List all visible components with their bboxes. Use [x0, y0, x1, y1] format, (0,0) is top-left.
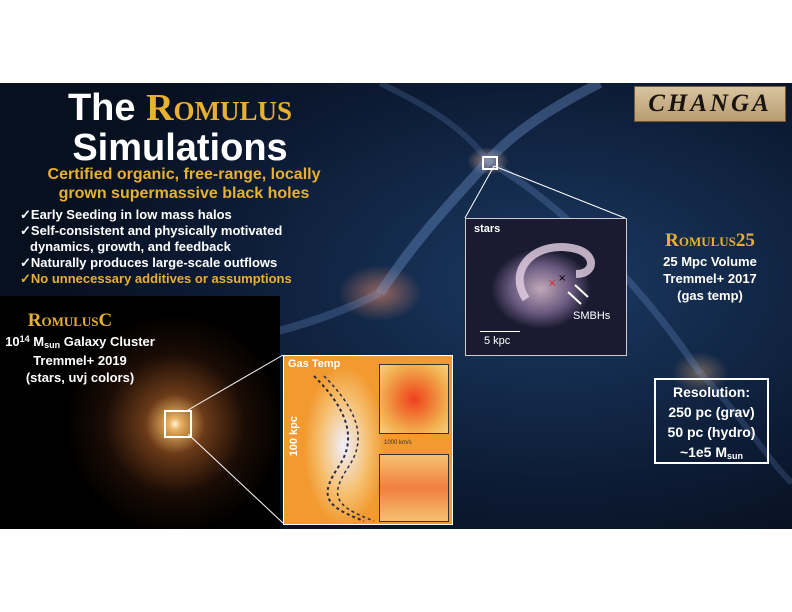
resolution-mass-prefix: ~1e5 M: [679, 444, 728, 460]
feature-item: dynamics, growth, and feedback: [30, 239, 231, 254]
romulusc-note: (stars, uvj colors): [25, 370, 135, 385]
romulusc-mass-base: 10: [5, 334, 20, 349]
subtitle-line: grown supermassive black holes: [58, 185, 310, 202]
gas-temp-title: Gas Temp: [288, 358, 341, 370]
smbh-label: SMBHs: [573, 310, 611, 322]
romulus25-ref: Tremmel+ 2017: [663, 271, 757, 286]
gas-inset-top: [379, 364, 449, 434]
resolution-header: Resolution:: [673, 384, 750, 400]
gas-velocity-arrows: [313, 375, 375, 522]
stars-panel: × × stars SMBHs 5 kpc: [465, 218, 627, 356]
gas-inset-bottom: [379, 454, 449, 522]
resolution-box: Resolution: 250 pc (grav) 50 pc (hydro) …: [654, 378, 769, 464]
feature-item: ✓Naturally produces large-scale outflows: [20, 255, 278, 270]
subtitle: Certified organic, free-range, locally g…: [14, 165, 354, 203]
resolution-mass-sub: sun: [727, 451, 744, 461]
romulusc-description: 1014 Msun Galaxy Cluster Tremmel+ 2019 (…: [0, 333, 160, 386]
subtitle-line: Certified organic, free-range, locally: [47, 166, 321, 183]
feature-item: ✓No unnecessary additives or assumptions: [20, 271, 292, 286]
title-the: The: [67, 87, 136, 129]
galaxy-image: × ×: [515, 243, 595, 305]
resolution-mass: ~1e5 Msun: [656, 442, 767, 464]
changa-logo-text: CHANGA: [648, 90, 772, 117]
gas-scale-label: 100 kpc: [288, 416, 300, 457]
feature-item: ✓Early Seeding in low mass halos: [20, 207, 232, 222]
resolution-hydro: 50 pc (hydro): [667, 424, 756, 440]
changa-logo: CHANGA: [634, 86, 786, 122]
title-romulus: Romulus: [146, 87, 293, 129]
slide-title: The Romulus Simulations: [30, 88, 330, 168]
velocity-scale-label: 1000 km/s: [384, 440, 412, 446]
stars-label: stars: [474, 223, 501, 235]
romulusc-mass-symbol: M: [33, 334, 45, 349]
romulus25-volume: 25 Mpc Volume: [663, 254, 757, 269]
romulusc-mass-sub: sun: [44, 340, 61, 350]
feature-list: ✓Early Seeding in low mass halos ✓Self-c…: [20, 207, 350, 287]
resolution-grav: 250 pc (grav): [668, 404, 755, 420]
gas-temp-panel: Gas Temp 100 kpc 1000 km/s: [283, 355, 453, 525]
title-simulations: Simulations: [72, 127, 288, 169]
scale-bar: [480, 331, 520, 332]
romulusc-mass-rest: Galaxy Cluster: [60, 334, 155, 349]
romulusc-title: RomulusC: [27, 310, 113, 331]
feature-item: ✓Self-consistent and physically motivate…: [20, 223, 283, 238]
volume-zoom-box: [482, 156, 498, 170]
cluster-zoom-box: [164, 410, 192, 438]
svg-text:×: ×: [548, 278, 556, 289]
romulus25-note: (gas temp): [677, 288, 743, 303]
svg-text:×: ×: [558, 273, 566, 284]
stars-scale-label: 5 kpc: [484, 335, 511, 347]
romulus25-title: Romulus25: [665, 230, 755, 251]
romulusc-mass-exp: 14: [19, 334, 30, 344]
romulusc-ref: Tremmel+ 2019: [33, 353, 127, 368]
romulus25-description: 25 Mpc Volume Tremmel+ 2017 (gas temp): [640, 253, 780, 304]
